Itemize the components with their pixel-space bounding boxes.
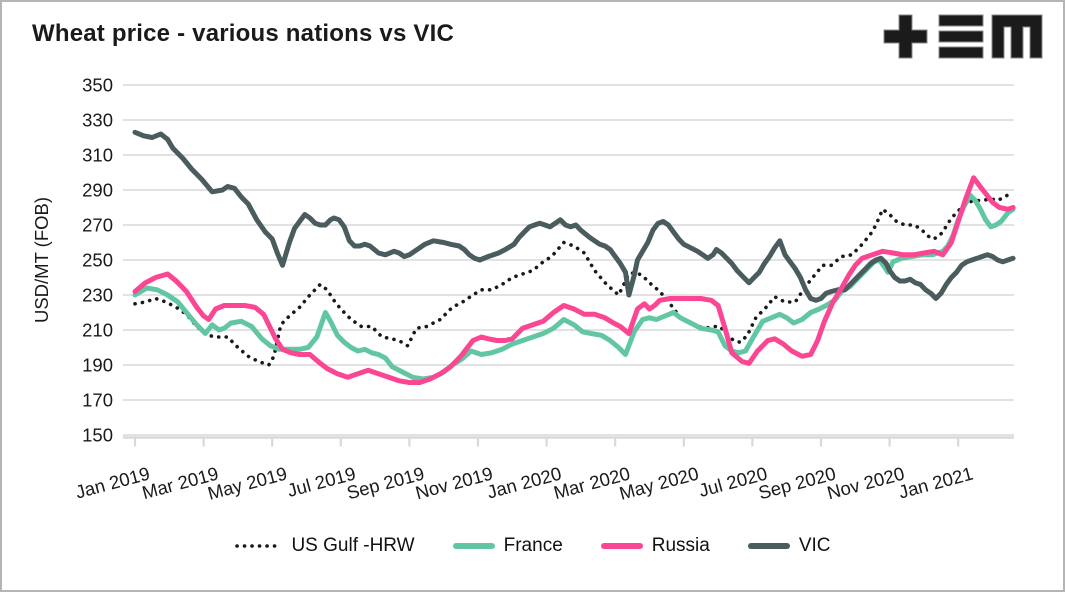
x-tick-label: May 2019 — [205, 463, 289, 504]
legend-item-vic: VIC — [747, 535, 831, 557]
y-tick-label: 310 — [82, 145, 113, 166]
legend-swatch — [747, 543, 790, 549]
x-tick-label: May 2020 — [617, 463, 701, 504]
logo-bars-icon — [938, 14, 984, 59]
x-tick-label: Jan 2021 — [896, 463, 975, 503]
y-tick-label: 250 — [82, 250, 113, 271]
y-tick-label: 150 — [82, 425, 113, 446]
page-title: Wheat price - various nations vs VIC — [32, 20, 454, 47]
legend-swatch — [600, 543, 643, 549]
legend-label: US Gulf -HRW — [291, 535, 415, 556]
y-tick-label: 210 — [82, 320, 113, 341]
x-tick-label: Nov 2019 — [413, 463, 495, 504]
legend-label: France — [503, 535, 563, 556]
y-axis-label: USD/MT (FOB) — [31, 197, 52, 323]
y-tick-label: 330 — [82, 110, 113, 131]
legend-item-france: France — [452, 535, 563, 557]
legend-label: VIC — [798, 535, 831, 556]
y-tick-label: 290 — [82, 180, 113, 201]
y-tick-label: 270 — [82, 215, 113, 236]
tem-logo-icon — [883, 14, 1043, 59]
legend-swatch — [452, 543, 495, 549]
legend-swatch-dotted — [235, 544, 282, 548]
y-tick-label: 350 — [82, 75, 113, 96]
logo-m-icon — [991, 14, 1043, 59]
legend-item-us-gulf-hrw: US Gulf -HRW — [234, 535, 415, 557]
legend-item-russia: Russia — [600, 535, 710, 557]
chart-legend: US Gulf -HRW France Russia VIC — [2, 535, 1063, 557]
series-line-vic — [132, 129, 1016, 303]
x-tick-label: Nov 2020 — [825, 463, 907, 504]
y-tick-label: 230 — [82, 285, 113, 306]
y-tick-label: 190 — [82, 355, 113, 376]
series-line-us-gulf-hrw — [133, 190, 1015, 367]
series-line-france — [132, 192, 1016, 382]
logo-plus-icon — [883, 14, 928, 59]
legend-label: Russia — [651, 535, 710, 556]
series-line-russia — [132, 175, 1016, 385]
y-tick-label: 170 — [82, 390, 113, 411]
